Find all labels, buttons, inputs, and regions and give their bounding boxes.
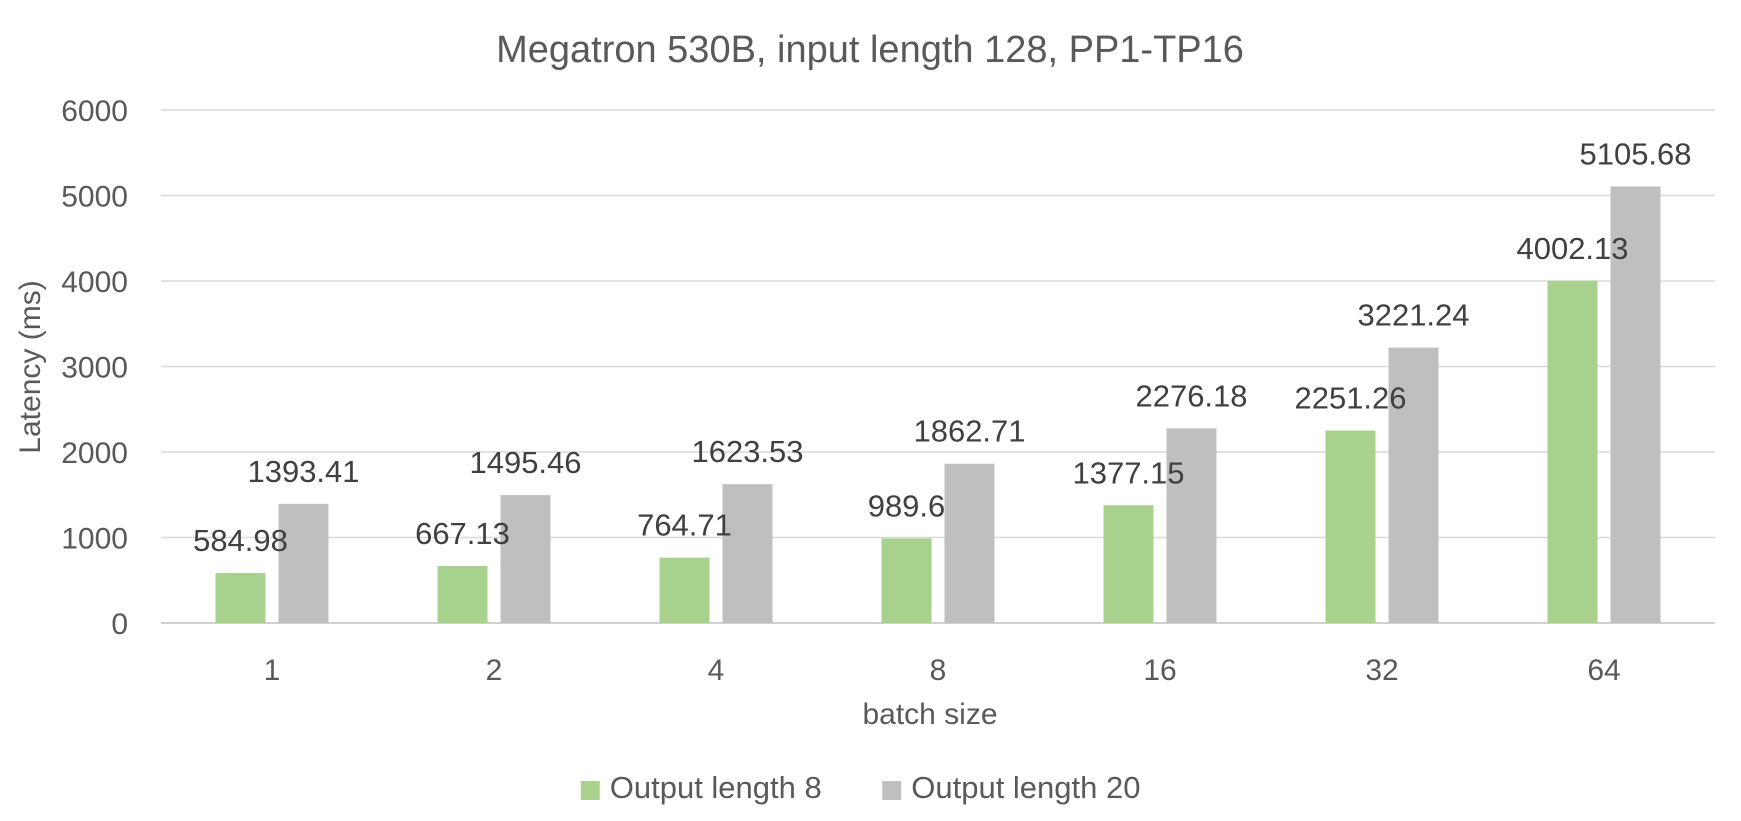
data-label: 5105.68 <box>1579 136 1691 171</box>
x-axis-label: batch size <box>862 698 997 731</box>
bar <box>944 463 995 623</box>
x-tick-label: 4 <box>708 654 725 687</box>
bar <box>1103 505 1154 623</box>
data-label: 3221.24 <box>1357 298 1469 333</box>
chart-title: Megatron 530B, input length 128, PP1-TP1… <box>496 29 1244 71</box>
bar <box>215 572 266 623</box>
data-labels: 584.98 1393.41 667.13 1495.46 764.71 1623.53 9… <box>193 136 1691 558</box>
data-label: 1377.15 <box>1072 455 1184 490</box>
bar <box>881 538 932 623</box>
bar <box>1610 186 1661 623</box>
y-tick-label: 6000 <box>61 95 128 128</box>
y-tick-label: 0 <box>111 608 128 641</box>
legend: Output length 8 Output length 20 <box>580 770 1140 805</box>
y-axis-label: Latency (ms) <box>14 280 47 453</box>
gridlines <box>161 109 1715 624</box>
bar <box>1325 430 1376 623</box>
y-tick-label: 2000 <box>61 437 128 470</box>
bar <box>659 557 710 623</box>
x-tick-label: 32 <box>1365 654 1398 687</box>
data-label: 1862.71 <box>913 414 1025 449</box>
bar <box>437 565 488 623</box>
bars <box>215 186 1661 623</box>
bar <box>500 495 551 623</box>
data-label: 764.71 <box>637 508 732 543</box>
data-label: 584.98 <box>193 523 288 558</box>
y-axis-ticks: 0 1000 2000 3000 4000 5000 6000 <box>61 95 128 641</box>
y-tick-label: 1000 <box>61 523 128 556</box>
x-tick-label: 64 <box>1587 654 1620 687</box>
x-tick-label: 8 <box>930 654 947 687</box>
y-tick-label: 5000 <box>61 181 128 214</box>
legend-label: Output length 20 <box>911 770 1140 805</box>
legend-swatch <box>882 781 902 800</box>
x-tick-label: 2 <box>486 654 503 687</box>
data-label: 1623.53 <box>691 434 803 469</box>
data-label: 1393.41 <box>247 454 359 489</box>
x-axis-ticks: 1 2 4 8 16 32 64 <box>264 654 1621 687</box>
legend-swatch <box>580 781 600 800</box>
bar <box>1166 428 1217 623</box>
data-label: 667.13 <box>415 516 510 551</box>
data-label: 4002.13 <box>1516 231 1628 266</box>
data-label: 1495.46 <box>469 445 581 480</box>
bar <box>1388 347 1439 623</box>
y-tick-label: 3000 <box>61 352 128 385</box>
bar <box>278 503 329 623</box>
data-label: 989.6 <box>868 488 946 523</box>
bar <box>1547 280 1598 623</box>
data-label: 2251.26 <box>1294 381 1406 416</box>
legend-label: Output length 8 <box>610 770 822 805</box>
data-label: 2276.18 <box>1135 378 1247 413</box>
bar <box>722 484 773 623</box>
y-tick-label: 4000 <box>61 266 128 299</box>
x-tick-label: 1 <box>264 654 281 687</box>
x-tick-label: 16 <box>1143 654 1176 687</box>
